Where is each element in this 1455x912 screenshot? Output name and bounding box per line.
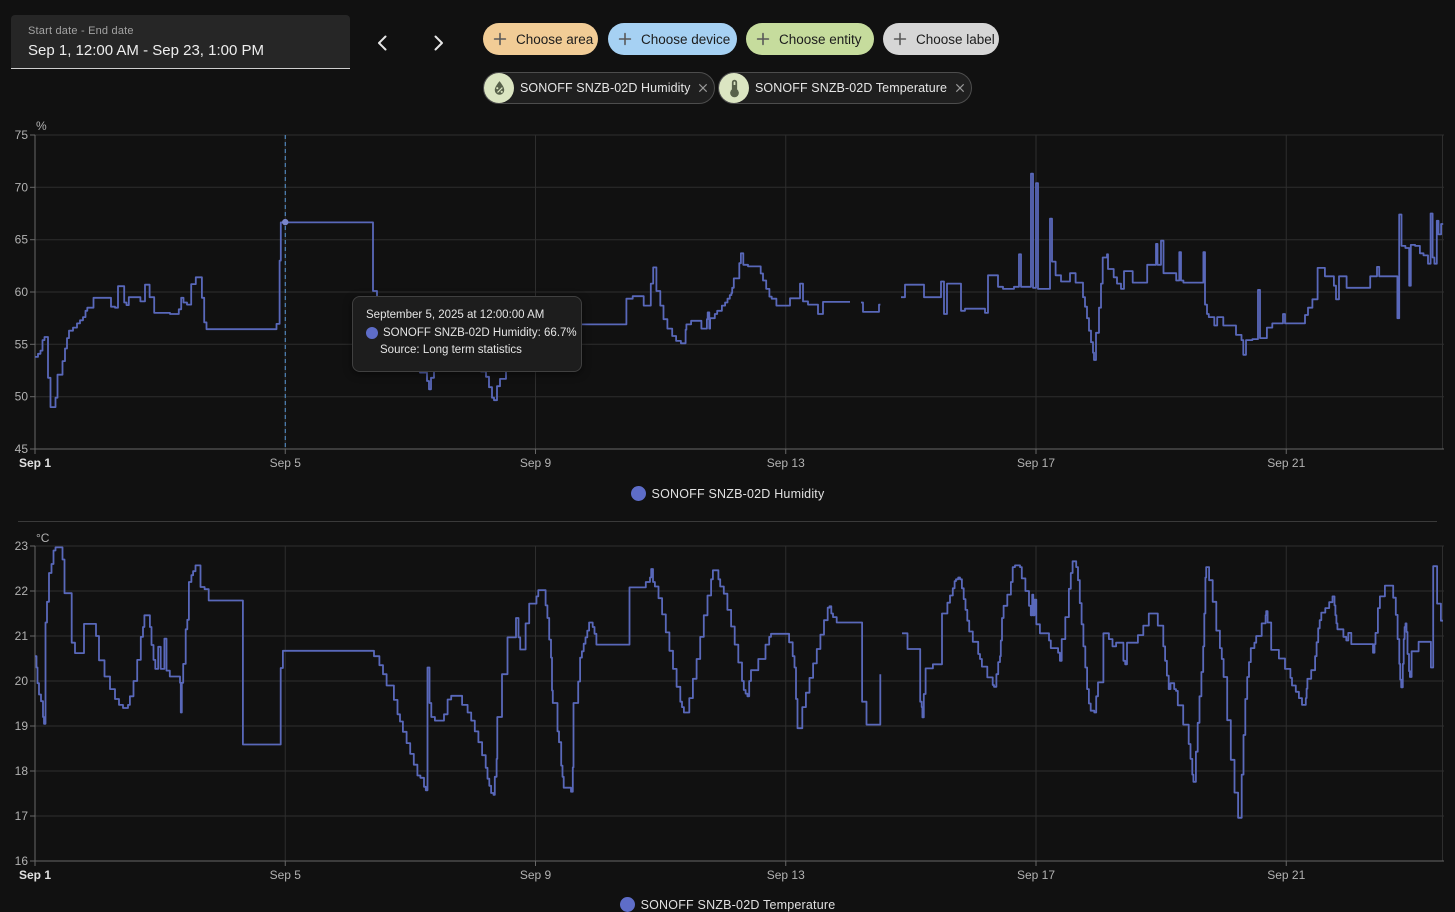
- svg-text:Sep 17: Sep 17: [1017, 868, 1055, 882]
- svg-text:23: 23: [15, 539, 29, 553]
- svg-text:75: 75: [15, 128, 29, 142]
- svg-text:70: 70: [15, 180, 29, 194]
- svg-text:Sep 1: Sep 1: [19, 456, 51, 470]
- svg-text:18: 18: [15, 764, 29, 778]
- svg-text:Sep 9: Sep 9: [520, 868, 552, 882]
- svg-text:17: 17: [15, 809, 29, 823]
- svg-text:19: 19: [15, 719, 29, 733]
- svg-text:Sep 21: Sep 21: [1267, 456, 1305, 470]
- svg-text:%: %: [36, 119, 47, 133]
- svg-text:Sep 17: Sep 17: [1017, 456, 1055, 470]
- svg-text:20: 20: [15, 674, 29, 688]
- svg-text:Sep 5: Sep 5: [270, 456, 302, 470]
- svg-text:65: 65: [15, 233, 29, 247]
- svg-text:22: 22: [15, 584, 29, 598]
- svg-text:Sep 5: Sep 5: [270, 868, 302, 882]
- svg-text:Sep 9: Sep 9: [520, 456, 552, 470]
- svg-text:Sep 13: Sep 13: [767, 868, 805, 882]
- svg-text:Sep 21: Sep 21: [1267, 868, 1305, 882]
- svg-text:60: 60: [15, 285, 29, 299]
- svg-text:Sep 1: Sep 1: [19, 868, 51, 882]
- svg-text:°C: °C: [36, 531, 50, 545]
- svg-text:45: 45: [15, 442, 29, 456]
- svg-text:55: 55: [15, 337, 29, 351]
- svg-text:Sep 13: Sep 13: [767, 456, 805, 470]
- svg-text:16: 16: [15, 854, 29, 868]
- svg-text:21: 21: [15, 629, 29, 643]
- svg-text:50: 50: [15, 390, 29, 404]
